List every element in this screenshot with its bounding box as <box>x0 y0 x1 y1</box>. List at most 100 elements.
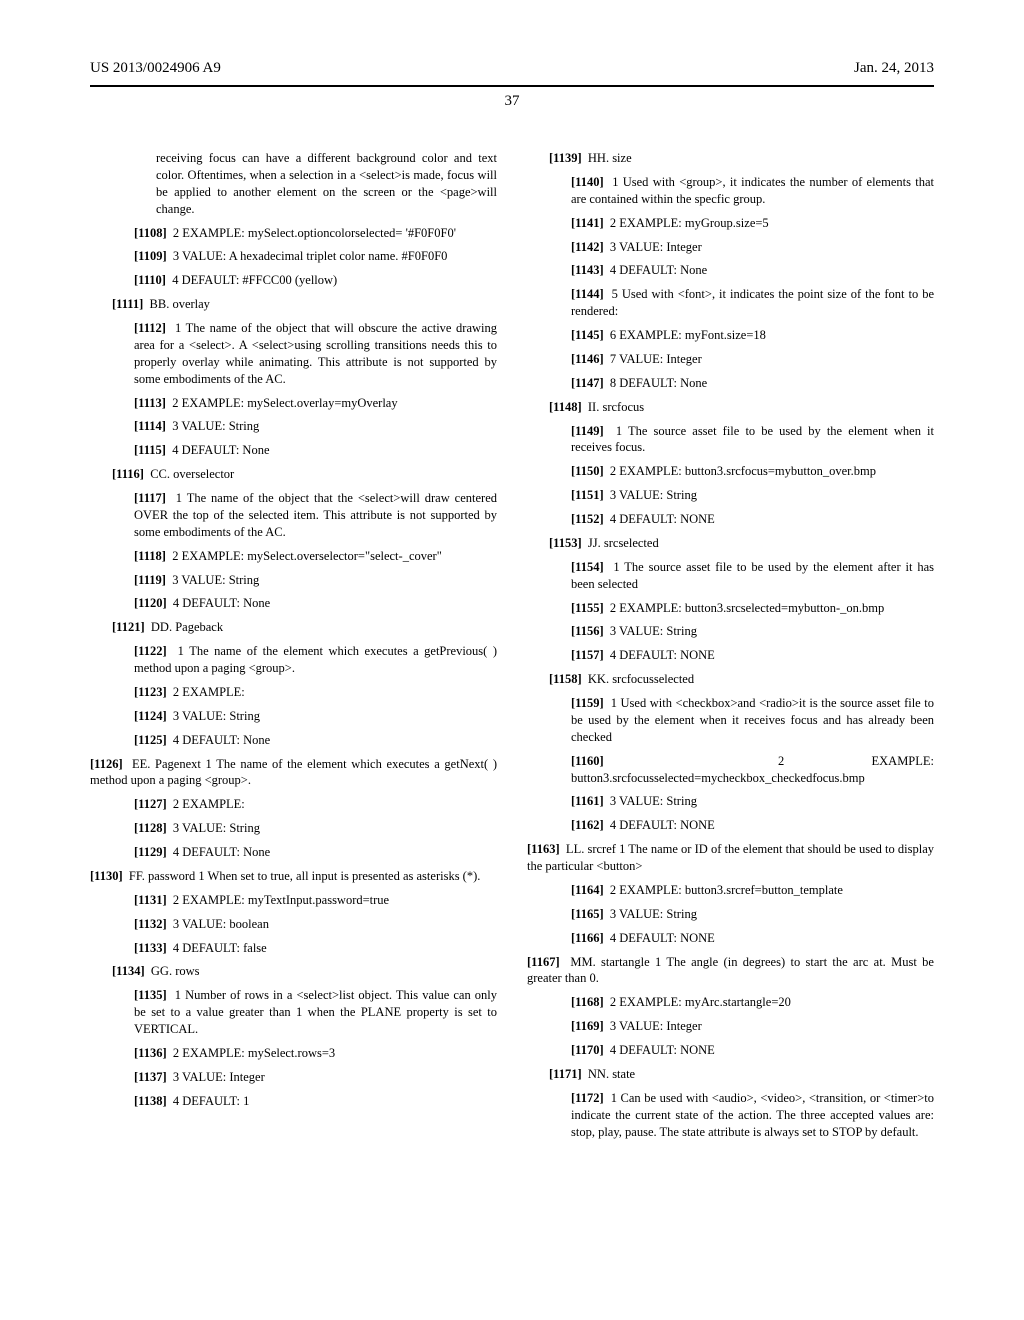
para-number: [1134] <box>112 964 145 978</box>
paragraph: [1126] EE. Pagenext 1 The name of the el… <box>90 756 497 790</box>
para-number: [1140] <box>571 175 604 189</box>
paragraph: [1135] 1 Number of rows in a <select>lis… <box>90 987 497 1038</box>
paragraph: [1155] 2 EXAMPLE: button3.srcselected=my… <box>527 600 934 617</box>
page-number: 37 <box>90 93 934 110</box>
para-number: [1168] <box>571 995 604 1009</box>
paragraph: [1140] 1 Used with <group>, it indicates… <box>527 174 934 208</box>
para-number: [1131] <box>134 893 167 907</box>
para-number: [1110] <box>134 273 166 287</box>
paragraph: [1127] 2 EXAMPLE: <box>90 796 497 813</box>
header-rule <box>90 85 934 87</box>
paragraph: [1129] 4 DEFAULT: None <box>90 844 497 861</box>
para-number: [1115] <box>134 443 166 457</box>
para-number: [1108] <box>134 226 167 240</box>
para-number: [1145] <box>571 328 604 342</box>
paragraph: [1160] 2 EXAMPLE: button3.srcfocusselect… <box>527 753 934 787</box>
paragraph: [1152] 4 DEFAULT: NONE <box>527 511 934 528</box>
para-number: [1135] <box>134 988 167 1002</box>
para-number: [1126] <box>90 757 123 771</box>
para-number: [1113] <box>134 396 166 410</box>
paragraph: [1136] 2 EXAMPLE: mySelect.rows=3 <box>90 1045 497 1062</box>
publication-number: US 2013/0024906 A9 <box>90 60 221 77</box>
paragraph: [1130] FF. password 1 When set to true, … <box>90 868 497 885</box>
para-number: [1152] <box>571 512 604 526</box>
para-number: [1133] <box>134 941 167 955</box>
para-number: [1112] <box>134 321 166 335</box>
paragraph: [1115] 4 DEFAULT: None <box>90 442 497 459</box>
para-number: [1130] <box>90 869 123 883</box>
paragraph: [1161] 3 VALUE: String <box>527 793 934 810</box>
paragraph: [1120] 4 DEFAULT: None <box>90 595 497 612</box>
paragraph: [1147] 8 DEFAULT: None <box>527 375 934 392</box>
paragraph: [1162] 4 DEFAULT: NONE <box>527 817 934 834</box>
paragraph: [1172] 1 Can be used with <audio>, <vide… <box>527 1090 934 1141</box>
paragraph: [1143] 4 DEFAULT: None <box>527 262 934 279</box>
para-number: [1171] <box>549 1067 582 1081</box>
para-number: [1121] <box>112 620 145 634</box>
para-number: [1162] <box>571 818 604 832</box>
paragraph: [1159] 1 Used with <checkbox>and <radio>… <box>527 695 934 746</box>
paragraph: [1131] 2 EXAMPLE: myTextInput.password=t… <box>90 892 497 909</box>
paragraph: [1112] 1 The name of the object that wil… <box>90 320 497 388</box>
paragraph: [1151] 3 VALUE: String <box>527 487 934 504</box>
paragraph: [1141] 2 EXAMPLE: myGroup.size=5 <box>527 215 934 232</box>
paragraph: [1168] 2 EXAMPLE: myArc.startangle=20 <box>527 994 934 1011</box>
para-number: [1153] <box>549 536 582 550</box>
para-number: [1154] <box>571 560 604 574</box>
para-number: [1149] <box>571 424 604 438</box>
para-number: [1166] <box>571 931 604 945</box>
paragraph: [1146] 7 VALUE: Integer <box>527 351 934 368</box>
para-number: [1163] <box>527 842 560 856</box>
paragraph: [1158] KK. srcfocusselected <box>527 671 934 688</box>
publication-date: Jan. 24, 2013 <box>854 60 934 77</box>
para-number: [1148] <box>549 400 582 414</box>
paragraph: [1114] 3 VALUE: String <box>90 418 497 435</box>
para-number: [1116] <box>112 467 144 481</box>
left-column: receiving focus can have a different bac… <box>90 150 497 1147</box>
paragraph: [1153] JJ. srcselected <box>527 535 934 552</box>
para-number: [1127] <box>134 797 167 811</box>
paragraph: [1144] 5 Used with <font>, it indicates … <box>527 286 934 320</box>
para-number: [1138] <box>134 1094 167 1108</box>
para-number: [1119] <box>134 573 166 587</box>
para-number: [1169] <box>571 1019 604 1033</box>
paragraph: [1145] 6 EXAMPLE: myFont.size=18 <box>527 327 934 344</box>
paragraph: [1142] 3 VALUE: Integer <box>527 239 934 256</box>
paragraph: [1110] 4 DEFAULT: #FFCC00 (yellow) <box>90 272 497 289</box>
para-number: [1143] <box>571 263 604 277</box>
para-number: [1128] <box>134 821 167 835</box>
right-column: [1139] HH. size [1140] 1 Used with <group… <box>527 150 934 1147</box>
para-number: [1109] <box>134 249 167 263</box>
paragraph: [1128] 3 VALUE: String <box>90 820 497 837</box>
para-number: [1137] <box>134 1070 167 1084</box>
para-number: [1142] <box>571 240 604 254</box>
paragraph: [1134] GG. rows <box>90 963 497 980</box>
para-number: [1160] <box>571 754 604 768</box>
para-number: [1150] <box>571 464 604 478</box>
paragraph: [1164] 2 EXAMPLE: button3.srcref=button_… <box>527 882 934 899</box>
para-number: [1136] <box>134 1046 167 1060</box>
para-number: [1155] <box>571 601 604 615</box>
paragraph: [1111] BB. overlay <box>90 296 497 313</box>
para-number: [1159] <box>571 696 604 710</box>
paragraph: [1132] 3 VALUE: boolean <box>90 916 497 933</box>
paragraph: [1139] HH. size <box>527 150 934 167</box>
paragraph: [1118] 2 EXAMPLE: mySelect.overselector=… <box>90 548 497 565</box>
para-number: [1125] <box>134 733 167 747</box>
paragraph: [1108] 2 EXAMPLE: mySelect.optioncolorse… <box>90 225 497 242</box>
paragraph: [1171] NN. state <box>527 1066 934 1083</box>
para-number: [1164] <box>571 883 604 897</box>
paragraph: [1121] DD. Pageback <box>90 619 497 636</box>
paragraph: [1116] CC. overselector <box>90 466 497 483</box>
para-number: [1114] <box>134 419 166 433</box>
para-number: [1141] <box>571 216 604 230</box>
paragraph: [1167] MM. startangle 1 The angle (in de… <box>527 954 934 988</box>
paragraph: [1156] 3 VALUE: String <box>527 623 934 640</box>
text-columns: receiving focus can have a different bac… <box>90 150 934 1147</box>
para-number: [1118] <box>134 549 166 563</box>
paragraph: [1165] 3 VALUE: String <box>527 906 934 923</box>
para-number: [1111] <box>112 297 143 311</box>
para-number: [1157] <box>571 648 604 662</box>
paragraph: [1138] 4 DEFAULT: 1 <box>90 1093 497 1110</box>
para-number: [1122] <box>134 644 167 658</box>
